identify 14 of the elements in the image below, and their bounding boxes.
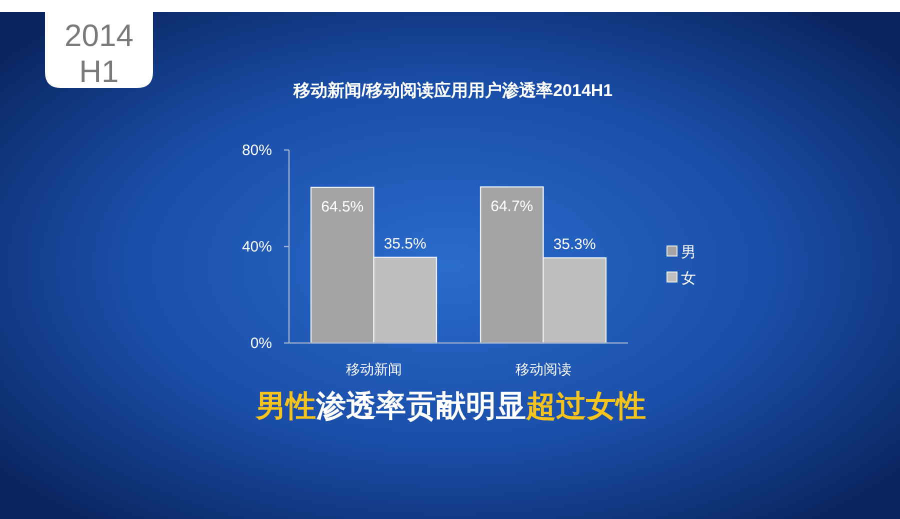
legend-label: 女 [681,270,696,287]
data-label: 35.5% [384,235,426,252]
legend-label: 男 [681,244,696,261]
text: 2014 H1 [64,18,134,89]
data-label: 64.5% [321,198,364,216]
text: 男性渗透率贡献明显超过女性 [255,389,646,423]
x-tick-label: 移动阅读 [515,361,572,377]
y-tick-label: 0% [250,335,272,352]
data-label: 64.7% [490,198,534,215]
chart-title: 移动新闻/移动阅读应用用户渗透率2014H1 [292,81,613,100]
data-label: 35.3% [553,236,596,253]
y-tick-label: 80% [242,142,272,159]
x-tick-label: 移动新闻 [346,361,402,377]
y-tick-label: 40% [242,238,272,256]
